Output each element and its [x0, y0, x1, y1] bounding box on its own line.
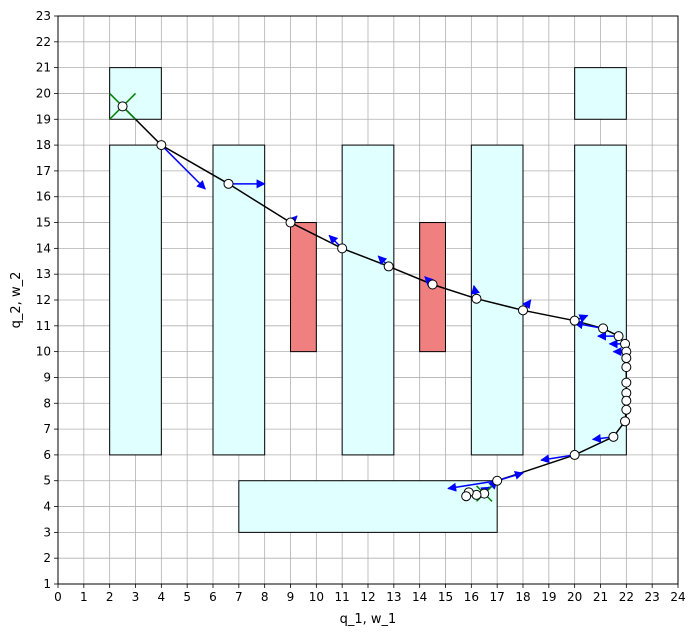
trajectory-point	[621, 362, 632, 373]
trajectory-point	[598, 323, 609, 334]
x-axis-label: q_1, w_1	[340, 612, 397, 627]
y-tick-label: 18	[36, 138, 51, 152]
x-tick-label: 14	[412, 590, 427, 604]
y-tick-label: 21	[36, 61, 51, 75]
trajectory-point	[569, 315, 580, 326]
y-tick-label: 1	[43, 577, 51, 591]
points-layer	[117, 101, 632, 502]
y-tick-label: 5	[43, 474, 51, 488]
trajectory-point	[621, 395, 632, 406]
x-tick-label: 16	[464, 590, 479, 604]
y-tick-label: 13	[36, 267, 51, 281]
y-tick-label: 7	[43, 422, 51, 436]
trajectory-point	[117, 101, 128, 112]
x-tick-label: 21	[593, 590, 608, 604]
trajectory-point	[620, 416, 631, 427]
trajectory-point	[608, 431, 619, 442]
y-tick-label: 20	[36, 86, 51, 100]
trajectory-point	[383, 261, 394, 272]
x-tick-label: 10	[309, 590, 324, 604]
y-tick-label: 9	[43, 370, 51, 384]
x-tick-label: 12	[360, 590, 375, 604]
y-tick-label: 23	[36, 9, 51, 23]
x-tick-label: 22	[619, 590, 634, 604]
free-region	[574, 144, 627, 456]
x-tick-label: 4	[158, 590, 166, 604]
y-tick-label: 11	[36, 319, 51, 333]
y-tick-label: 22	[36, 35, 51, 49]
trajectory-point	[223, 178, 234, 189]
trajectory-point	[285, 217, 296, 228]
trajectory-point	[621, 404, 632, 415]
free-region	[341, 144, 395, 456]
trajectory-point	[427, 279, 438, 290]
x-tick-label: 18	[515, 590, 530, 604]
regions	[109, 67, 627, 533]
trajectory-point	[156, 140, 167, 151]
x-tick-label: 5	[183, 590, 191, 604]
x-tick-label: 1	[80, 590, 88, 604]
trajectory-point	[492, 475, 503, 486]
trajectory-point	[621, 377, 632, 388]
y-tick-label: 15	[36, 216, 51, 230]
trajectory-point	[471, 293, 482, 304]
trajectory-point	[621, 353, 632, 364]
x-tick-label: 3	[132, 590, 140, 604]
x-tick-label: 24	[670, 590, 685, 604]
x-tick-label: 15	[438, 590, 453, 604]
x-tick-label: 19	[541, 590, 556, 604]
x-tick-label: 20	[567, 590, 582, 604]
y-tick-label: 17	[36, 164, 51, 178]
trajectory-point	[613, 331, 624, 342]
y-tick-label: 8	[43, 396, 51, 410]
free-region	[238, 480, 498, 533]
obstacle-region	[290, 222, 317, 353]
x-tick-label: 0	[54, 590, 62, 604]
x-axis: 0 1 2 3 4 5 6 7 8 9 10 11 12 13 14 15 16 17 18 19 20 21 22 23 24	[54, 584, 686, 604]
y-tick-label: 2	[43, 551, 51, 565]
x-tick-label: 9	[287, 590, 295, 604]
y-tick-label: 16	[36, 190, 51, 204]
free-region	[109, 144, 162, 456]
x-tick-label: 7	[235, 590, 243, 604]
y-tick-label: 19	[36, 112, 51, 126]
velocity-arrow	[540, 454, 575, 464]
y-tick-label: 12	[36, 293, 51, 307]
x-tick-label: 13	[386, 590, 401, 604]
trajectory-point	[569, 449, 580, 460]
y-tick-label: 6	[43, 448, 51, 462]
free-region	[212, 144, 266, 456]
x-tick-label: 8	[261, 590, 269, 604]
y-tick-label: 3	[43, 525, 51, 539]
velocity-arrow	[160, 144, 206, 190]
x-tick-label: 6	[209, 590, 217, 604]
x-tick-label: 23	[645, 590, 660, 604]
x-tick-label: 11	[335, 590, 350, 604]
trajectory-point	[337, 243, 348, 254]
free-region	[574, 67, 627, 120]
y-tick-label: 14	[36, 241, 51, 255]
x-tick-label: 2	[106, 590, 114, 604]
y-tick-label: 4	[43, 500, 51, 514]
x-tick-label: 17	[490, 590, 505, 604]
y-tick-label: 10	[36, 345, 51, 359]
trajectory-point	[518, 305, 528, 316]
y-axis-label: q_2, w_2	[9, 272, 24, 329]
trajectory-point	[461, 491, 472, 502]
